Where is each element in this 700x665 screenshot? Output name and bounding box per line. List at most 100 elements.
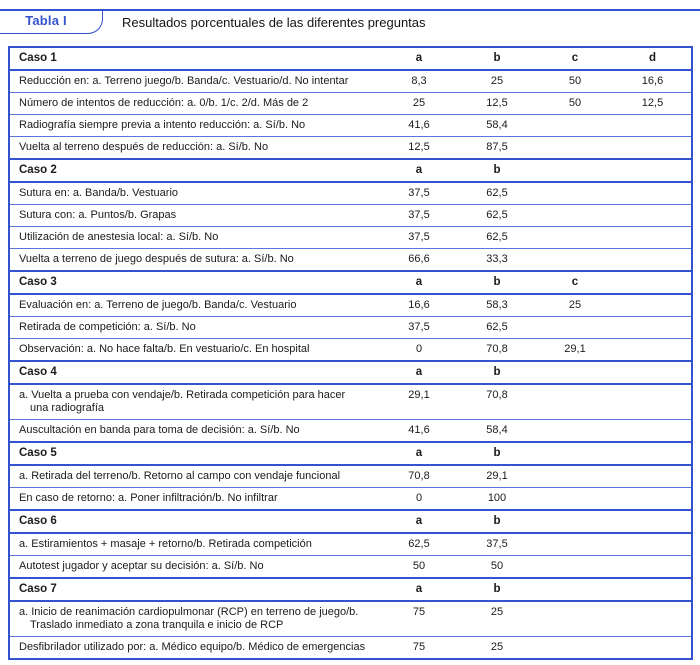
percentage-value bbox=[614, 293, 692, 317]
question-label: Evaluación en: a. Terreno de juego/b. Ba… bbox=[9, 293, 380, 317]
question-label: a. Retirada del terreno/b. Retorno al ca… bbox=[9, 464, 380, 488]
percentage-value: 25 bbox=[536, 293, 614, 317]
percentage-value bbox=[614, 464, 692, 488]
percentage-value: 25 bbox=[380, 92, 458, 115]
question-label: Desfibrilador utilizado por: a. Médico e… bbox=[9, 636, 380, 660]
question-row: Sutura con: a. Puntos/b. Grapas 37,5 62,5 bbox=[9, 204, 692, 227]
caption-top-rule bbox=[0, 9, 700, 11]
percentage-value: 75 bbox=[380, 600, 458, 637]
question-row: a. Inicio de reanimación cardiopulmonar … bbox=[9, 600, 692, 637]
percentage-value: 58,4 bbox=[458, 419, 536, 443]
percentage-value: 25 bbox=[458, 600, 536, 637]
percentage-value: 75 bbox=[380, 636, 458, 660]
question-row: Evaluación en: a. Terreno de juego/b. Ba… bbox=[9, 293, 692, 317]
percentage-value: 50 bbox=[380, 555, 458, 579]
question-row: Radiografía siempre previa a intento red… bbox=[9, 114, 692, 137]
percentage-value: 37,5 bbox=[380, 204, 458, 227]
column-letter bbox=[614, 360, 692, 385]
table-label-tab: Tabla I bbox=[0, 11, 103, 34]
percentage-value: 0 bbox=[380, 487, 458, 511]
percentage-value bbox=[614, 600, 692, 637]
case-title: Caso 5 bbox=[9, 441, 380, 466]
percentage-value bbox=[614, 419, 692, 443]
percentage-value: 29,1 bbox=[458, 464, 536, 488]
question-label: Auscultación en banda para toma de decis… bbox=[9, 419, 380, 443]
column-letter bbox=[614, 270, 692, 295]
question-label: Sutura en: a. Banda/b. Vestuario bbox=[9, 181, 380, 205]
percentage-value: 66,6 bbox=[380, 248, 458, 272]
percentage-value: 70,8 bbox=[458, 383, 536, 420]
percentage-value: 70,8 bbox=[380, 464, 458, 488]
question-label: a. Estiramientos + masaje + retorno/b. R… bbox=[9, 532, 380, 556]
percentage-value bbox=[614, 136, 692, 160]
question-row: Vuelta a terreno de juego después de sut… bbox=[9, 248, 692, 272]
percentage-value: 16,6 bbox=[380, 293, 458, 317]
case-title: Caso 3 bbox=[9, 270, 380, 295]
question-label: a. Inicio de reanimación cardiopulmonar … bbox=[9, 600, 380, 637]
question-row: a. Estiramientos + masaje + retorno/b. R… bbox=[9, 532, 692, 556]
question-label: En caso de retorno: a. Poner infiltració… bbox=[9, 487, 380, 511]
question-row: Observación: a. No hace falta/b. En vest… bbox=[9, 338, 692, 362]
percentage-value: 29,1 bbox=[380, 383, 458, 420]
percentage-value bbox=[536, 532, 614, 556]
percentage-value: 41,6 bbox=[380, 419, 458, 443]
question-row: Retirada de competición: a. Sí/b. No 37,5… bbox=[9, 316, 692, 339]
case-title: Caso 6 bbox=[9, 509, 380, 534]
percentage-value: 12,5 bbox=[380, 136, 458, 160]
question-row: Sutura en: a. Banda/b. Vestuario 37,5 62,5 bbox=[9, 181, 692, 205]
question-label: Vuelta a terreno de juego después de sut… bbox=[9, 248, 380, 272]
percentage-value bbox=[536, 487, 614, 511]
question-label: Número de intentos de reducción: a. 0/b.… bbox=[9, 92, 380, 115]
question-row: Utilización de anestesia local: a. Sí/b.… bbox=[9, 226, 692, 249]
percentage-value: 62,5 bbox=[458, 226, 536, 249]
percentage-value bbox=[614, 114, 692, 137]
table-caption: Tabla I Resultados porcentuales de las d… bbox=[0, 0, 700, 46]
percentage-value: 50 bbox=[458, 555, 536, 579]
percentage-value: 62,5 bbox=[380, 532, 458, 556]
column-letter: a bbox=[380, 441, 458, 466]
column-letter: a bbox=[380, 360, 458, 385]
percentage-value: 12,5 bbox=[458, 92, 536, 115]
percentage-value bbox=[536, 136, 614, 160]
percentage-value bbox=[614, 636, 692, 660]
percentage-value: 62,5 bbox=[458, 204, 536, 227]
percentage-value: 16,6 bbox=[614, 69, 692, 93]
percentage-value bbox=[614, 338, 692, 362]
percentage-value bbox=[614, 181, 692, 205]
column-letter: a bbox=[380, 577, 458, 602]
percentage-value bbox=[614, 383, 692, 420]
percentage-value: 50 bbox=[536, 92, 614, 115]
case-title: Caso 7 bbox=[9, 577, 380, 602]
case-title: Caso 4 bbox=[9, 360, 380, 385]
percentage-value bbox=[614, 487, 692, 511]
column-letter: c bbox=[536, 46, 614, 71]
percentage-value: 41,6 bbox=[380, 114, 458, 137]
percentage-value bbox=[536, 600, 614, 637]
percentage-value bbox=[536, 636, 614, 660]
column-letter: b bbox=[458, 360, 536, 385]
percentage-value bbox=[536, 555, 614, 579]
table-title: Resultados porcentuales de las diferente… bbox=[122, 15, 426, 30]
question-row: En caso de retorno: a. Poner infiltració… bbox=[9, 487, 692, 511]
percentage-value bbox=[614, 204, 692, 227]
column-letter: b bbox=[458, 577, 536, 602]
question-row: Vuelta al terreno después de reducción: … bbox=[9, 136, 692, 160]
percentage-value bbox=[536, 204, 614, 227]
percentage-value bbox=[536, 419, 614, 443]
percentage-value: 12,5 bbox=[614, 92, 692, 115]
percentage-value: 8,3 bbox=[380, 69, 458, 93]
percentage-value bbox=[536, 464, 614, 488]
column-letter bbox=[614, 441, 692, 466]
column-letter bbox=[614, 158, 692, 183]
percentage-value bbox=[536, 383, 614, 420]
column-letter: a bbox=[380, 270, 458, 295]
percentage-value: 87,5 bbox=[458, 136, 536, 160]
question-label: Autotest jugador y aceptar su decisión: … bbox=[9, 555, 380, 579]
table-label: Tabla I bbox=[25, 13, 67, 28]
percentage-value bbox=[614, 532, 692, 556]
question-label: Sutura con: a. Puntos/b. Grapas bbox=[9, 204, 380, 227]
